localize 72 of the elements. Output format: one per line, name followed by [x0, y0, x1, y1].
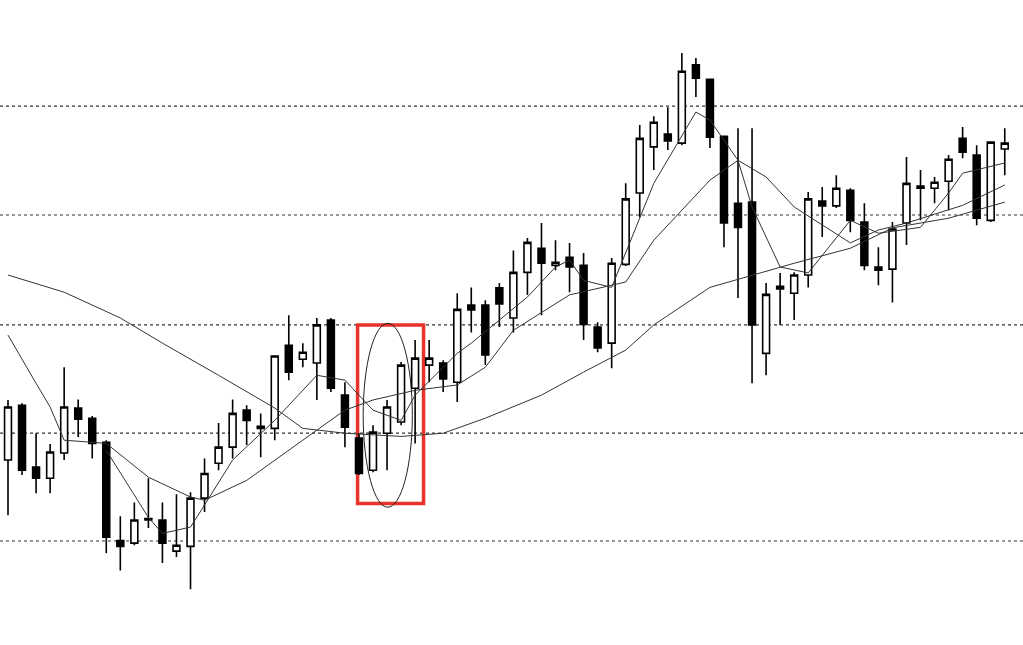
candlestick [200, 457, 209, 513]
candlestick [747, 127, 757, 385]
candlestick [130, 501, 139, 547]
candlestick [438, 359, 448, 393]
candlestick [551, 239, 560, 272]
candlestick [621, 182, 630, 267]
candlestick [846, 187, 855, 233]
candlestick [31, 432, 41, 495]
candlestick [270, 355, 279, 441]
candlestick [17, 402, 27, 476]
candlestick [102, 439, 111, 555]
candlestick [719, 135, 729, 248]
candlestick [242, 404, 251, 446]
candlestick [677, 52, 687, 147]
candlestick [481, 299, 490, 366]
candlestick [733, 127, 743, 299]
candlestick [789, 271, 799, 321]
candlestick [649, 115, 659, 171]
candlestick [803, 191, 813, 289]
candlestick [832, 174, 841, 209]
candlestick [509, 249, 518, 334]
candlestick [691, 57, 701, 98]
candlestick [579, 252, 588, 341]
candlestick [214, 422, 223, 472]
candlestick [410, 339, 420, 445]
candlestick [87, 415, 97, 460]
candlestick [298, 342, 308, 369]
candlestick [228, 398, 237, 460]
candlestick [326, 317, 336, 393]
candlestick [467, 286, 476, 334]
candlestick [116, 515, 125, 572]
candlestick [354, 432, 364, 476]
candlestick [775, 272, 785, 326]
candlestick [663, 106, 673, 151]
candlestick [59, 366, 69, 461]
candlestick [565, 242, 574, 294]
candlestick [424, 339, 434, 384]
candlestick [944, 154, 953, 211]
candlestick [495, 282, 504, 328]
candlestick [396, 361, 406, 426]
candlestick [523, 237, 532, 296]
candlestick [144, 477, 153, 529]
candlestick [256, 412, 265, 459]
candlestick [902, 156, 911, 246]
candlestick [916, 169, 925, 222]
candlestick [312, 317, 322, 401]
candlestick [3, 399, 13, 517]
candlestick [368, 424, 378, 474]
candlestick [874, 246, 883, 287]
candlestick [340, 381, 350, 448]
candlestick [593, 321, 602, 354]
candlestick [1000, 127, 1009, 177]
candlestick [537, 222, 546, 317]
candlestick [888, 221, 897, 304]
candlestick [860, 202, 869, 272]
candlestick [73, 398, 83, 438]
candlestick [818, 186, 827, 238]
candlestick [607, 257, 616, 370]
candlestick [453, 292, 462, 403]
candlestick [158, 501, 167, 564]
candlestick [172, 493, 181, 558]
candlestick [382, 399, 392, 472]
candlestick [930, 176, 939, 204]
candlestick [972, 144, 981, 226]
candlestick [284, 314, 294, 381]
candlestick [186, 491, 195, 591]
candlestick [705, 78, 715, 149]
candlestick [958, 126, 967, 159]
candlestick [45, 443, 55, 495]
candlestick [761, 282, 771, 377]
candlestick [635, 124, 644, 218]
candlestick [986, 141, 995, 223]
